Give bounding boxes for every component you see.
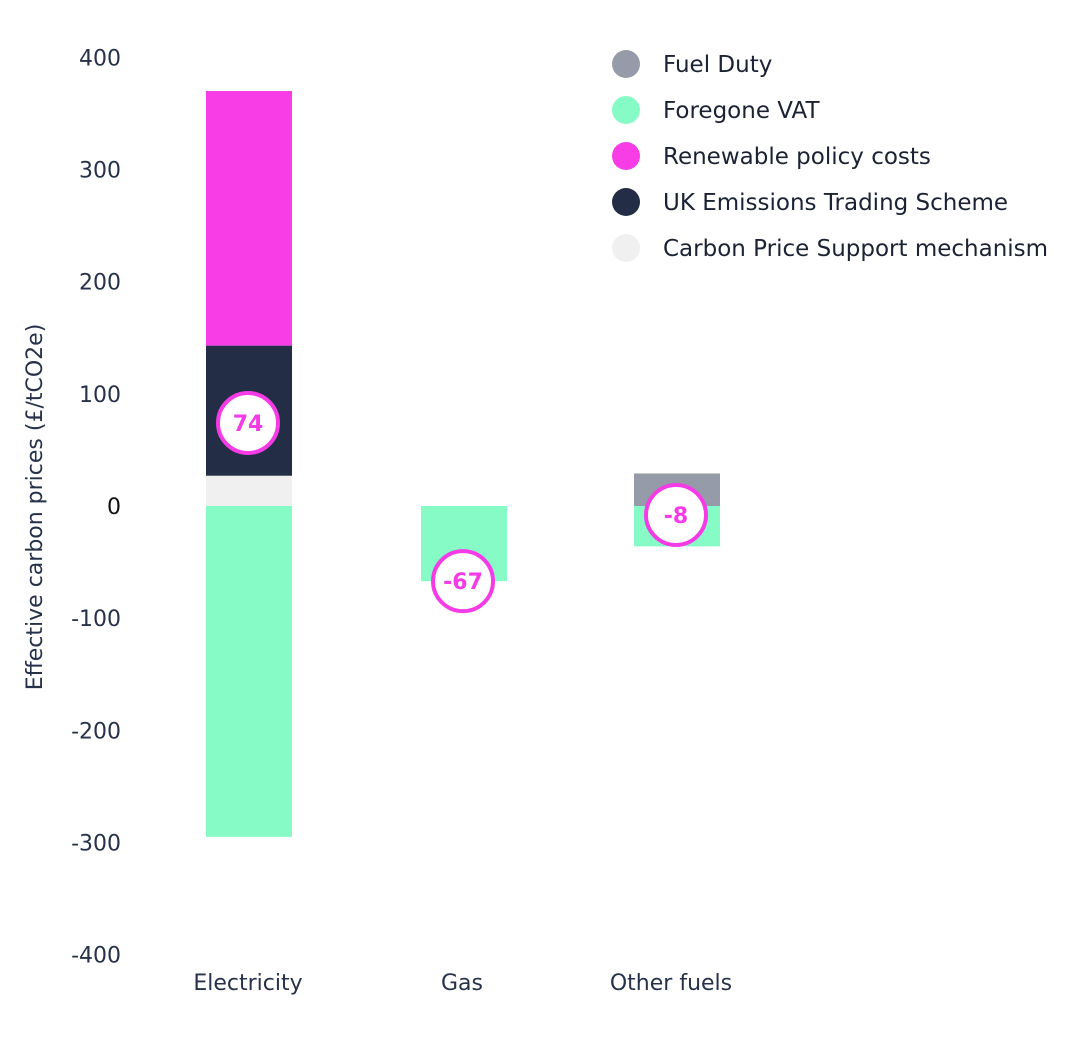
total-markers: 74 -67 -8 [216, 391, 708, 614]
y-tick-label: -400 [71, 944, 121, 969]
legend-swatch [612, 188, 640, 216]
y-tick-label: 0 [107, 495, 121, 520]
legend-item-fuel-duty: Fuel Duty [612, 50, 772, 78]
legend: Fuel Duty Foregone VAT Renewable policy co… [612, 50, 1048, 262]
legend-item-renewable-policy-costs: Renewable policy costs [612, 142, 931, 170]
y-tick-label: -100 [71, 607, 121, 632]
legend-swatch [612, 96, 640, 124]
x-axis: Electricity Gas Other fuels [193, 971, 732, 996]
legend-label: Foregone VAT [663, 98, 821, 124]
total-marker-circle [644, 482, 708, 547]
legend-swatch [612, 142, 640, 170]
legend-item-foregone-vat: Foregone VAT [612, 96, 821, 124]
x-category-label: Gas [441, 971, 483, 996]
y-tick-label: 400 [79, 46, 121, 71]
total-label: 74 [233, 412, 264, 437]
legend-label: Fuel Duty [663, 52, 772, 78]
legend-item-uk-emissions-trading-scheme: UK Emissions Trading Scheme [612, 188, 1008, 216]
total-marker-other-fuels: -8 [644, 482, 708, 547]
bar-electricity-foregone-vat [206, 506, 292, 837]
y-tick-label: -300 [71, 831, 121, 856]
total-label: -8 [664, 504, 688, 529]
legend-item-carbon-price-support-mechanism: Carbon Price Support mechanism [612, 234, 1048, 262]
y-tick-label: 300 [79, 159, 121, 184]
y-tick-label: 200 [79, 271, 121, 296]
legend-label: UK Emissions Trading Scheme [663, 190, 1008, 216]
y-axis: 400 300 200 100 0 -100 -200 -300 -400 [71, 46, 121, 968]
y-axis-title: Effective carbon prices (£/tCO2e) [23, 324, 48, 691]
total-marker-gas: -67 [431, 549, 495, 614]
bar-electricity-carbon-price-support-mechanism [206, 475, 292, 506]
bar-electricity-renewable-policy-costs [206, 91, 292, 346]
total-marker-circle [431, 549, 495, 614]
legend-label: Renewable policy costs [663, 144, 931, 170]
legend-swatch [612, 50, 640, 78]
total-marker-electricity: 74 [216, 391, 280, 456]
total-marker-circle [216, 391, 280, 456]
legend-swatch [612, 234, 640, 262]
total-label: -67 [443, 570, 483, 595]
bars [206, 91, 720, 837]
x-category-label: Electricity [193, 971, 302, 996]
y-tick-label: -200 [71, 719, 121, 744]
legend-label: Carbon Price Support mechanism [663, 236, 1048, 262]
x-category-label: Other fuels [610, 971, 732, 996]
y-tick-label: 100 [79, 383, 121, 408]
